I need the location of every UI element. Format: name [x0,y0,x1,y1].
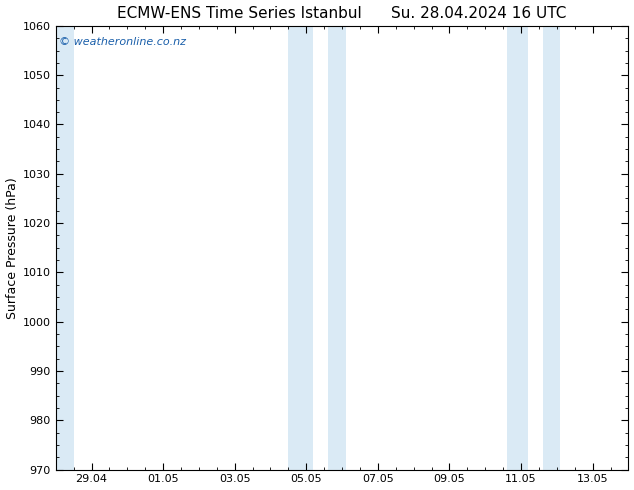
Bar [507,26,528,469]
Bar [288,26,313,469]
Y-axis label: Surface Pressure (hPa): Surface Pressure (hPa) [6,177,18,318]
Bar [328,26,346,469]
Bar [543,26,560,469]
Bar [56,26,74,469]
Title: ECMW-ENS Time Series Istanbul      Su. 28.04.2024 16 UTC: ECMW-ENS Time Series Istanbul Su. 28.04.… [117,5,567,21]
Text: © weatheronline.co.nz: © weatheronline.co.nz [58,37,186,47]
